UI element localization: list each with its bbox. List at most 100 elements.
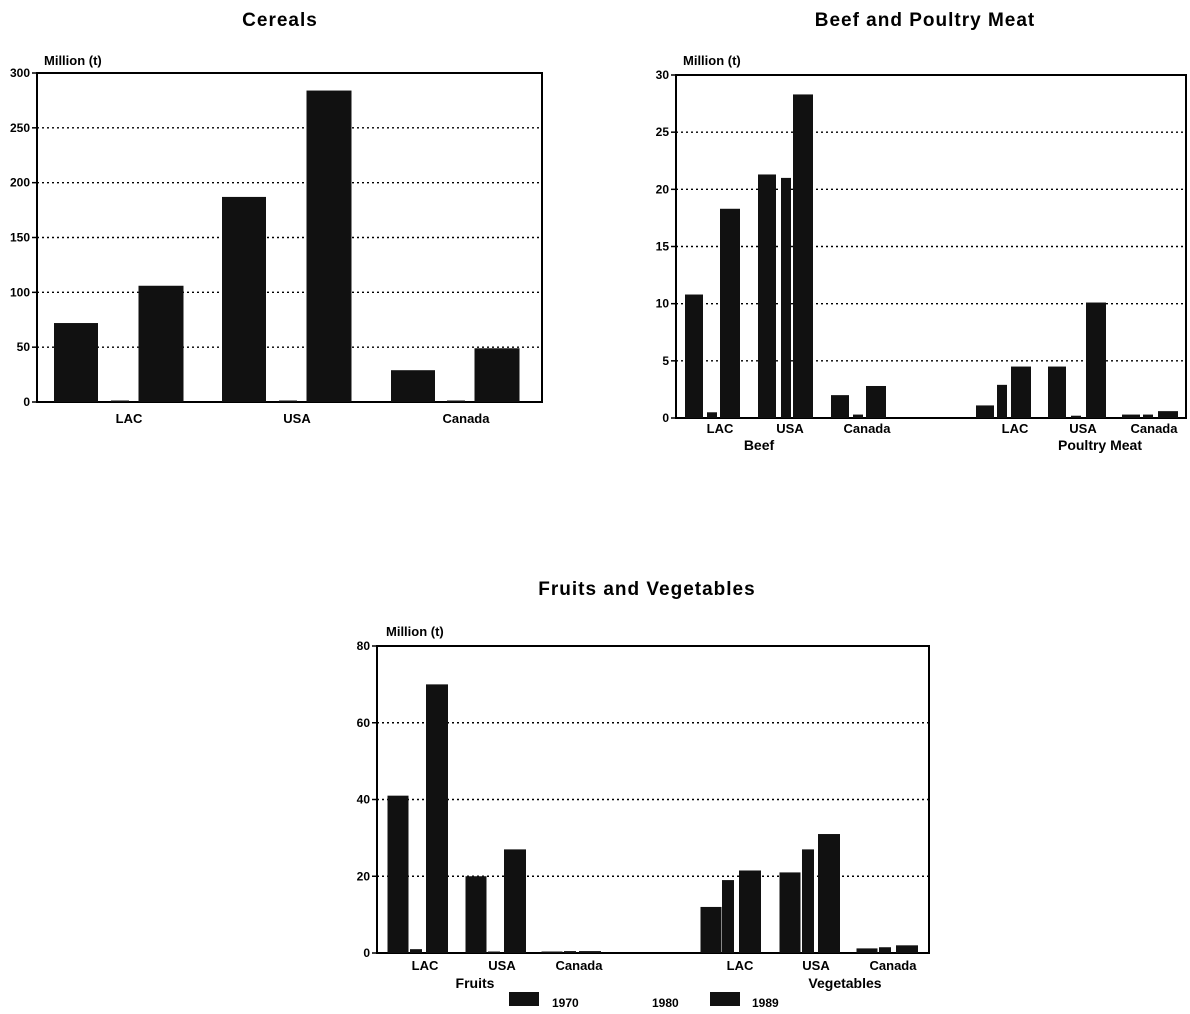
fruits-vegetables-bar-fruits-lac-1980 <box>410 949 422 953</box>
fruits-vegetables-bar-fruits-usa-1970 <box>465 876 487 953</box>
fruits-vegetables-bar-vegetables-lac-1989 <box>739 870 761 953</box>
cereals-y-tick-label-300: 300 <box>10 66 30 80</box>
fruits-vegetables-y-unit: Million (t) <box>386 624 444 639</box>
beef-poultry-category-labels: LAC USA Canada LAC USA Canada Beef Poult… <box>707 421 1179 453</box>
fruits-vegetables-y-tick-label-80: 80 <box>357 639 371 653</box>
beef-poultry-bar-poultry-meat-usa-1970 <box>1048 366 1066 418</box>
legend-label-1970: 1970 <box>552 996 579 1010</box>
cereals-bar-usa-1970 <box>222 196 266 402</box>
cereals-y-unit: Million (t) <box>44 53 102 68</box>
cereals-y-ticks: 0 50 100 150 200 250 300 <box>10 66 37 409</box>
legend-label-1989: 1989 <box>752 996 779 1010</box>
beef-poultry-bar-poultry-meat-usa-1989 <box>1086 302 1106 418</box>
fruits-vegetables-bar-fruits-canada-1989 <box>579 951 601 953</box>
fruits-vegetables-bar-vegetables-usa-1989 <box>818 834 840 953</box>
cereals-bar-lac-1970 <box>54 323 98 402</box>
cereals-bar-canada-1970 <box>391 370 435 402</box>
beef-poultry-bar-beef-usa-1980 <box>781 177 791 418</box>
legend-swatch-1989 <box>710 992 740 1006</box>
poultry-cat-usa: USA <box>1069 421 1097 436</box>
beef-poultry-gridlines <box>676 131 1186 362</box>
cereals-chart-title: Cereals <box>242 10 318 31</box>
legend: 1970 1980 1989 <box>509 992 779 1010</box>
cereals-bar-lac-1989 <box>138 285 184 402</box>
fruits-cat-canada: Canada <box>556 958 604 973</box>
beef-poultry-bar-poultry-meat-usa-1980 <box>1071 415 1081 418</box>
poultry-group-label: Poultry Meat <box>1058 437 1142 453</box>
fruits-vegetables-bar-vegetables-canada-1970 <box>856 948 878 953</box>
cereals-cat-canada: Canada <box>443 411 491 426</box>
cereals-y-tick-label-150: 150 <box>10 231 30 245</box>
fruits-vegetables-bar-vegetables-usa-1970 <box>779 872 801 953</box>
beef-poultry-y-tick-label-10: 10 <box>656 297 670 311</box>
fruits-group-label: Fruits <box>456 975 495 991</box>
fruits-vegetables-bars <box>387 684 918 953</box>
cereals-bar-usa-1989 <box>306 90 352 403</box>
beef-cat-canada: Canada <box>844 421 892 436</box>
fruits-vegetables-bar-vegetables-canada-1989 <box>896 945 918 953</box>
vegetables-cat-canada: Canada <box>870 958 918 973</box>
beef-cat-lac: LAC <box>707 421 734 436</box>
fruits-cat-usa: USA <box>488 958 516 973</box>
beef-poultry-y-ticks: 0 5 10 15 20 25 30 <box>656 68 676 425</box>
beef-poultry-y-tick-label-20: 20 <box>656 182 670 196</box>
beef-poultry-chart: Beef and Poultry Meat Million (t) 0 5 10 15… <box>656 10 1187 453</box>
fruits-vegetables-chart-title: Fruits and Vegetables <box>538 579 755 600</box>
beef-poultry-y-tick-label-30: 30 <box>656 68 670 82</box>
beef-poultry-bar-poultry-meat-lac-1980 <box>997 384 1007 418</box>
cereals-bars <box>54 90 520 403</box>
beef-poultry-y-unit: Million (t) <box>683 53 741 68</box>
cereals-cat-usa: USA <box>283 411 311 426</box>
beef-poultry-bar-poultry-meat-canada-1989 <box>1158 411 1178 418</box>
vegetables-cat-lac: LAC <box>727 958 754 973</box>
beef-group-label: Beef <box>744 437 775 453</box>
cereals-y-tick-label-50: 50 <box>17 340 31 354</box>
fruits-vegetables-bar-fruits-lac-1970 <box>387 795 409 953</box>
beef-poultry-bar-beef-usa-1970 <box>758 174 776 418</box>
vegetables-group-label: Vegetables <box>808 975 881 991</box>
beef-poultry-bar-beef-canada-1970 <box>831 395 849 418</box>
beef-poultry-y-tick-label-15: 15 <box>656 240 670 254</box>
beef-poultry-bar-beef-lac-1980 <box>707 412 717 418</box>
beef-poultry-chart-title: Beef and Poultry Meat <box>815 10 1036 31</box>
beef-poultry-bar-beef-lac-1970 <box>685 294 703 418</box>
fruits-vegetables-y-tick-label-40: 40 <box>357 793 371 807</box>
cereals-category-labels: LAC USA Canada <box>116 411 491 426</box>
cereals-bar-canada-1989 <box>474 348 520 402</box>
beef-poultry-bars <box>685 94 1178 418</box>
cereals-bar-usa-1980 <box>279 400 297 402</box>
beef-poultry-y-tick-label-25: 25 <box>656 125 670 139</box>
fruits-vegetables-bar-fruits-usa-1980 <box>488 951 500 953</box>
fruits-vegetables-bar-vegetables-lac-1980 <box>722 880 734 953</box>
cereals-chart: Cereals Million (t) 0 50 100 150 200 250 300 L… <box>10 10 543 426</box>
beef-poultry-bar-beef-canada-1989 <box>866 385 886 418</box>
cereals-gridlines <box>37 127 542 348</box>
vegetables-cat-usa: USA <box>802 958 830 973</box>
fruits-vegetables-y-tick-label-60: 60 <box>357 716 371 730</box>
cereals-y-tick-label-250: 250 <box>10 121 30 135</box>
legend-swatch-1970 <box>509 992 539 1006</box>
fruits-vegetables-bar-fruits-canada-1970 <box>541 951 563 953</box>
fruits-vegetables-bar-vegetables-canada-1980 <box>879 947 891 953</box>
fruits-vegetables-gridlines <box>377 722 929 877</box>
fruits-vegetables-bar-fruits-lac-1989 <box>426 684 448 953</box>
beef-poultry-bar-poultry-meat-canada-1980 <box>1143 414 1153 418</box>
beef-poultry-bar-poultry-meat-lac-1989 <box>1011 366 1031 418</box>
beef-poultry-bar-beef-canada-1980 <box>853 414 863 418</box>
fruits-vegetables-bar-vegetables-usa-1980 <box>802 849 814 953</box>
fruits-vegetables-category-labels: LAC USA Canada LAC USA Canada Fruits Veg… <box>412 958 918 991</box>
cereals-y-tick-label-0: 0 <box>23 395 30 409</box>
legend-label-1980: 1980 <box>652 996 679 1010</box>
fruits-vegetables-chart: Fruits and Vegetables Million (t) 0 20 40 6… <box>357 579 930 991</box>
beef-poultry-bar-poultry-meat-lac-1970 <box>976 405 994 418</box>
beef-poultry-y-tick-label-0: 0 <box>662 411 669 425</box>
beef-poultry-bar-poultry-meat-canada-1970 <box>1122 414 1140 418</box>
fruits-vegetables-bar-fruits-usa-1989 <box>504 849 526 953</box>
fruits-vegetables-bar-vegetables-lac-1970 <box>700 906 722 953</box>
cereals-y-tick-label-200: 200 <box>10 176 30 190</box>
beef-poultry-bar-beef-lac-1989 <box>720 208 740 418</box>
cereals-bar-canada-1980 <box>447 400 465 402</box>
beef-poultry-y-tick-label-5: 5 <box>662 354 669 368</box>
fruits-vegetables-y-tick-label-20: 20 <box>357 869 371 883</box>
